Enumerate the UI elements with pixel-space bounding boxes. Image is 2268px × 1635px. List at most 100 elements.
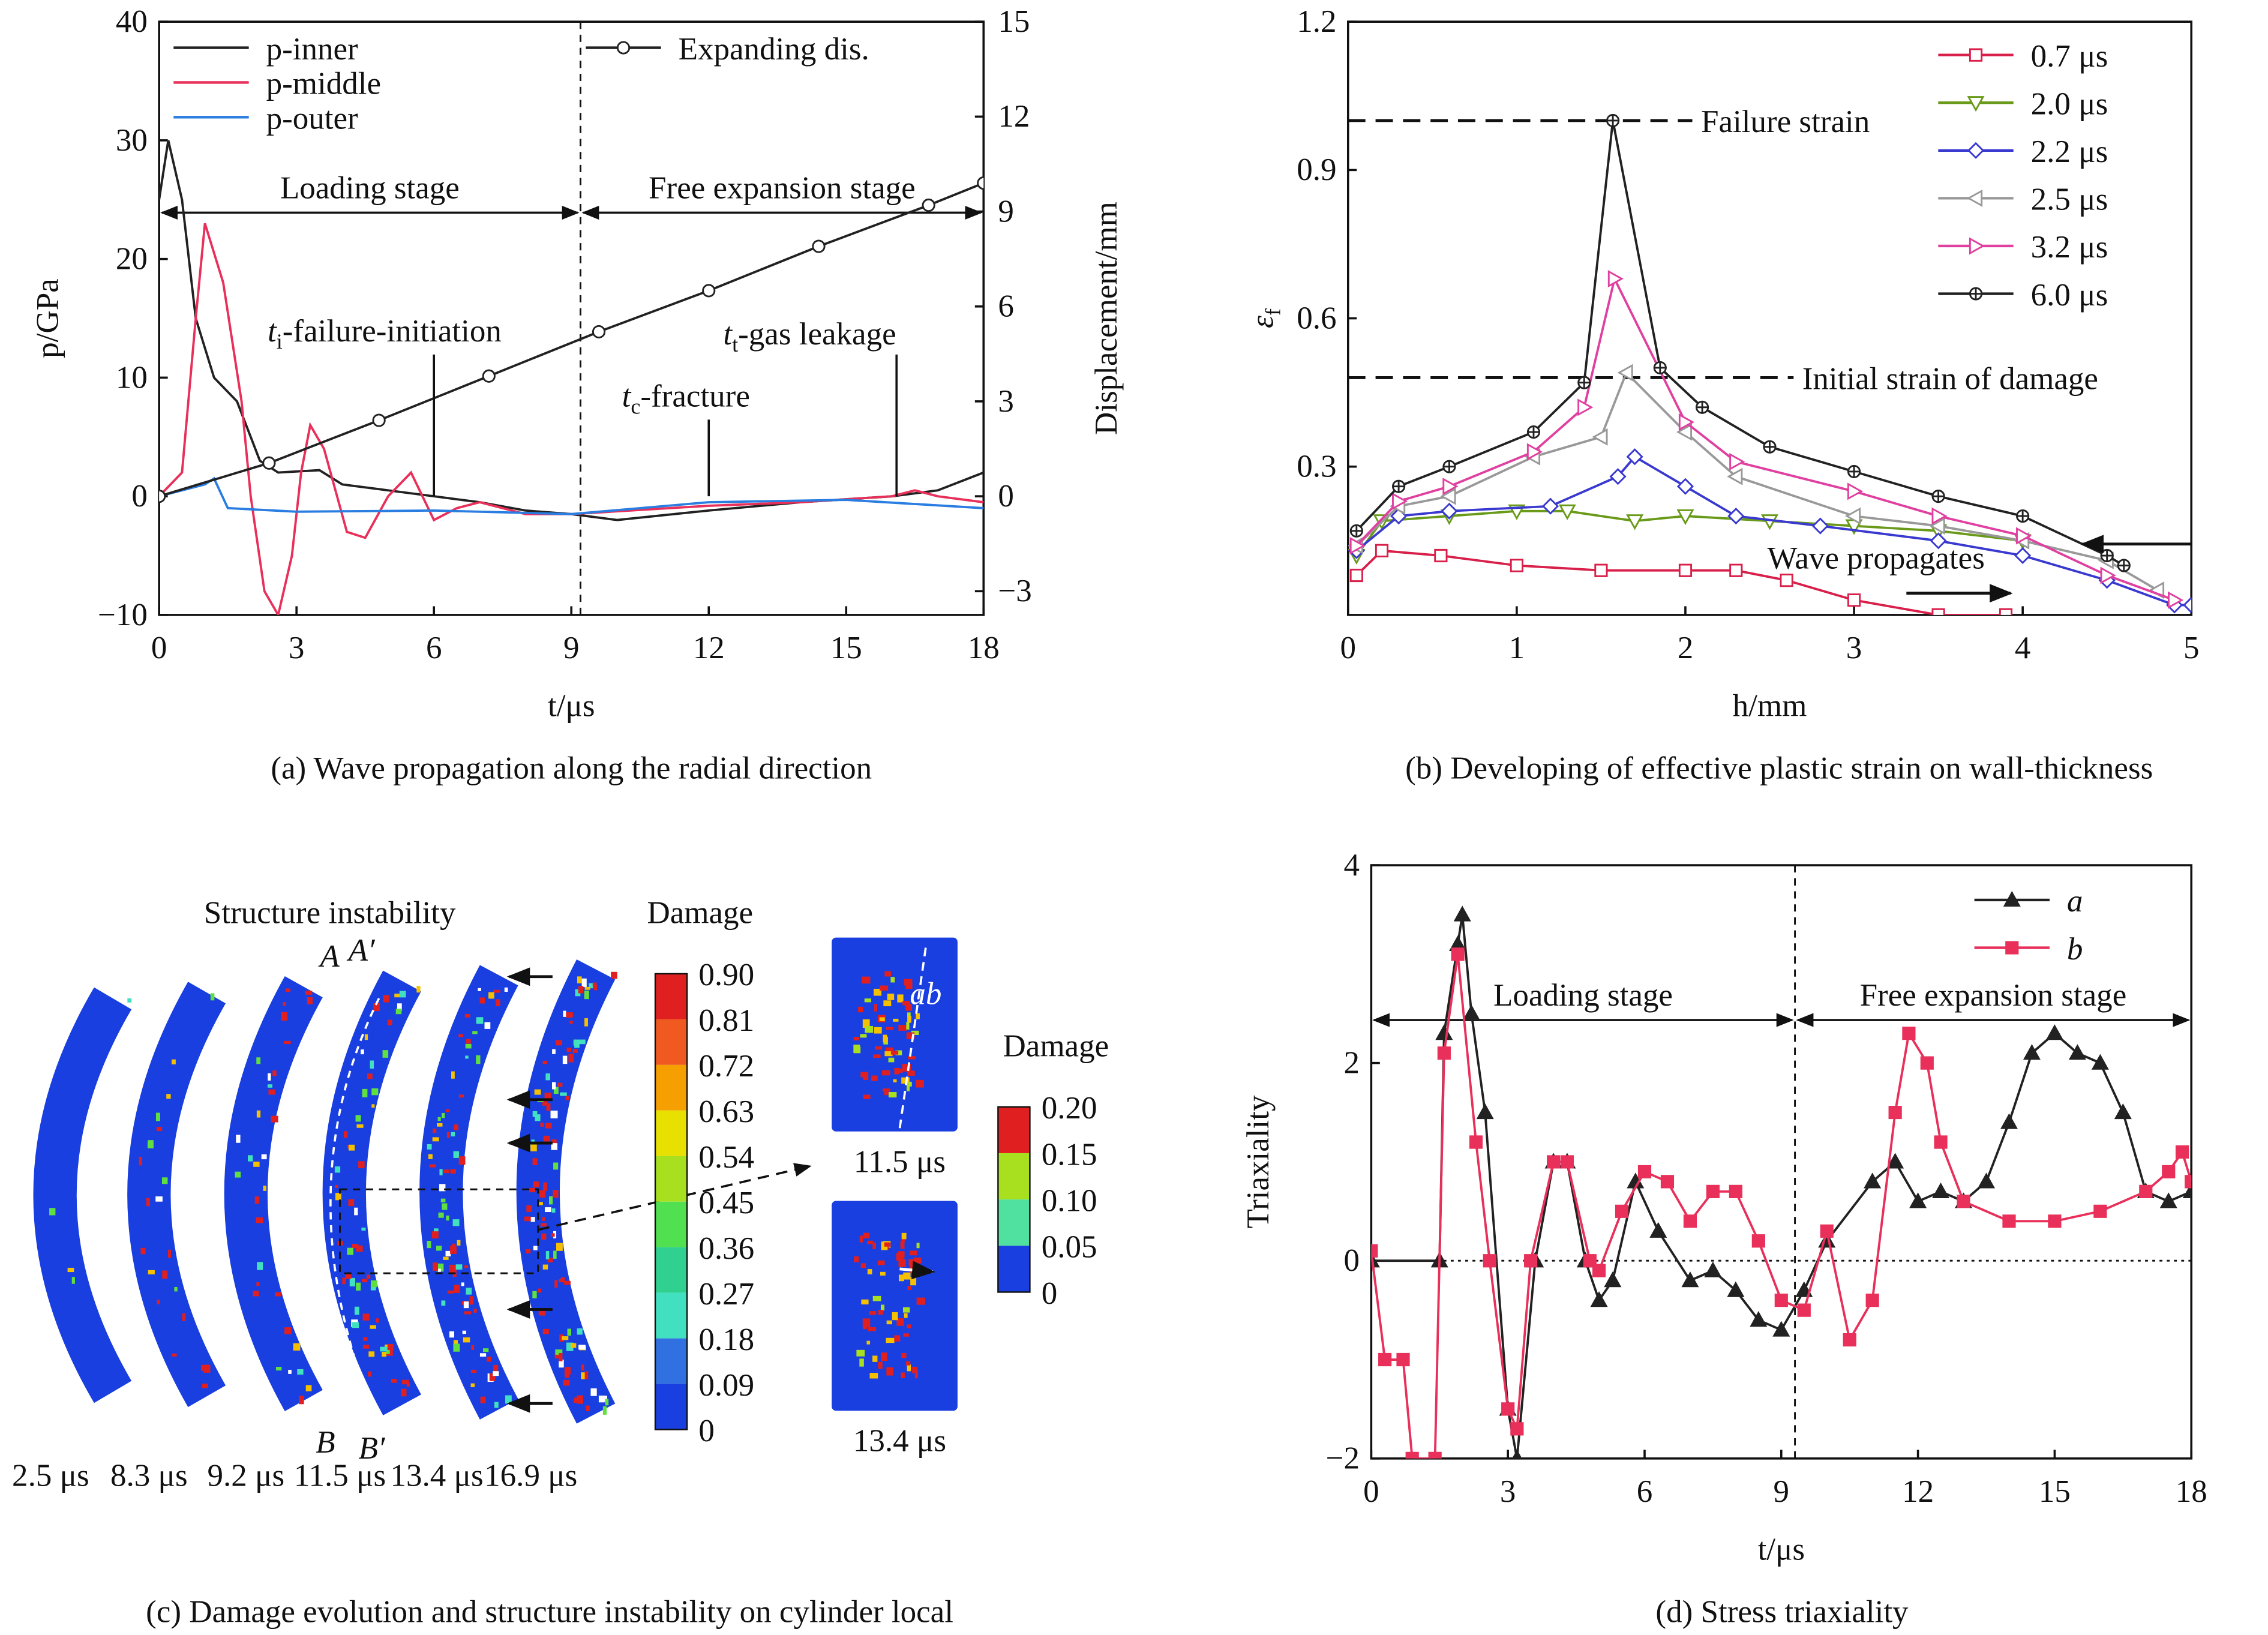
point-marker	[1437, 1046, 1451, 1060]
damage-spot	[874, 1004, 877, 1012]
legend-label: 6.0 μs	[2031, 278, 2108, 313]
colorbar-band	[998, 1199, 1030, 1246]
damage-spot	[268, 1073, 271, 1081]
damage-spot	[530, 1144, 537, 1151]
point-marker	[1957, 1195, 1970, 1208]
point-label: A	[318, 939, 340, 974]
damage-spot	[904, 979, 913, 986]
damage-spot	[529, 1187, 536, 1193]
damage-spot	[268, 1089, 275, 1095]
damage-spot	[871, 1075, 878, 1081]
damage-spot	[354, 1306, 359, 1315]
legend-label: 0.7 μs	[2031, 39, 2108, 74]
damage-spot	[453, 1151, 460, 1158]
damage-spot	[464, 1265, 469, 1268]
damage-spot	[883, 1000, 892, 1007]
damage-spot	[569, 1021, 573, 1024]
damage-spot	[437, 1117, 441, 1121]
damage-spot	[875, 1046, 883, 1050]
point-marker	[2100, 548, 2114, 563]
damage-spot	[905, 1004, 912, 1011]
point-marker	[1349, 537, 1366, 555]
point-marker	[977, 176, 984, 190]
damage-spot	[471, 1345, 475, 1350]
point-marker	[1847, 482, 1864, 500]
damage-spot	[480, 1396, 486, 1403]
damage-spot	[581, 1372, 587, 1379]
damage-spot	[355, 1115, 361, 1122]
damage-spot	[371, 1104, 375, 1108]
damage-spot	[443, 1256, 449, 1260]
damage-spot	[155, 1112, 160, 1121]
damage-spot	[162, 1270, 168, 1279]
damage-spot	[171, 1059, 176, 1065]
damage-spot	[247, 1155, 253, 1162]
point-marker	[1462, 1004, 1480, 1021]
point-marker	[2175, 1145, 2189, 1159]
damage-spot	[542, 1060, 548, 1064]
colorbar-band	[655, 1019, 688, 1065]
point-marker	[2016, 527, 2032, 545]
damage-spot	[564, 1280, 571, 1285]
damage-spot	[253, 1162, 260, 1167]
point-marker	[262, 456, 276, 470]
damage-spot	[363, 1337, 368, 1341]
colorbar-tick-label: 0.63	[698, 1094, 754, 1129]
zoom-label: ab	[910, 977, 941, 1012]
damage-spot	[253, 1291, 259, 1297]
y-axis-label-text: Triaxiality	[1241, 1095, 1276, 1228]
y2-axis-label: Displacement/mm	[1089, 202, 1124, 435]
damage-spot	[479, 1353, 487, 1357]
damage-spot	[554, 1280, 558, 1288]
y-tick-label: 0	[131, 479, 148, 514]
damage-spot	[166, 1094, 171, 1099]
point-marker	[1526, 425, 1541, 439]
damage-spot	[553, 1087, 559, 1094]
point-marker	[1931, 507, 1948, 525]
damage-spot	[907, 1084, 910, 1091]
damage-spot	[256, 1110, 261, 1118]
damage-spot	[364, 1034, 368, 1040]
point-marker	[1820, 1224, 1834, 1238]
point-marker	[2093, 1204, 2107, 1218]
damage-spot	[235, 1171, 241, 1178]
damage-spot	[148, 1140, 154, 1148]
point-marker	[1909, 1192, 1927, 1208]
damage-spot	[557, 1082, 563, 1087]
colorbar-frame	[997, 1106, 1031, 1293]
x-tick-label: 12	[693, 631, 725, 665]
damage-spot	[67, 1267, 74, 1273]
colorbar-band	[655, 1064, 688, 1111]
damage-spot	[553, 1250, 557, 1259]
plot-area	[1371, 905, 2192, 1459]
y-tick-label: 0.6	[1297, 301, 1336, 335]
point-marker	[1392, 492, 1408, 510]
damage-spot	[903, 1272, 911, 1280]
series-line	[1355, 120, 2125, 567]
damage-spot	[461, 1282, 464, 1286]
damage-spot	[901, 1077, 910, 1084]
damage-spot	[863, 1094, 871, 1099]
damage-spot	[440, 1198, 446, 1202]
damage-spot	[584, 1018, 588, 1027]
damage-spot	[552, 1049, 556, 1054]
damage-spot	[361, 1049, 364, 1055]
damage-spot	[362, 1279, 368, 1283]
y2-tick-label: 12	[998, 99, 1030, 134]
point-marker	[1558, 504, 1576, 520]
damage-spot	[454, 1124, 458, 1130]
point-marker	[1606, 113, 1620, 128]
damage-spot	[577, 1328, 583, 1335]
point-marker	[1727, 467, 1743, 485]
damage-spot	[371, 1088, 379, 1096]
damage-spot	[362, 1313, 370, 1321]
damage-spot	[470, 1383, 475, 1388]
damage-spot	[913, 1257, 922, 1264]
point-marker	[1999, 608, 2013, 615]
damage-spot	[546, 1103, 551, 1111]
damage-spot	[49, 1208, 56, 1216]
damage-spot	[446, 1215, 449, 1221]
point-marker	[1678, 563, 1693, 577]
damage-spot	[439, 1169, 443, 1175]
damage-spot	[892, 1312, 898, 1321]
